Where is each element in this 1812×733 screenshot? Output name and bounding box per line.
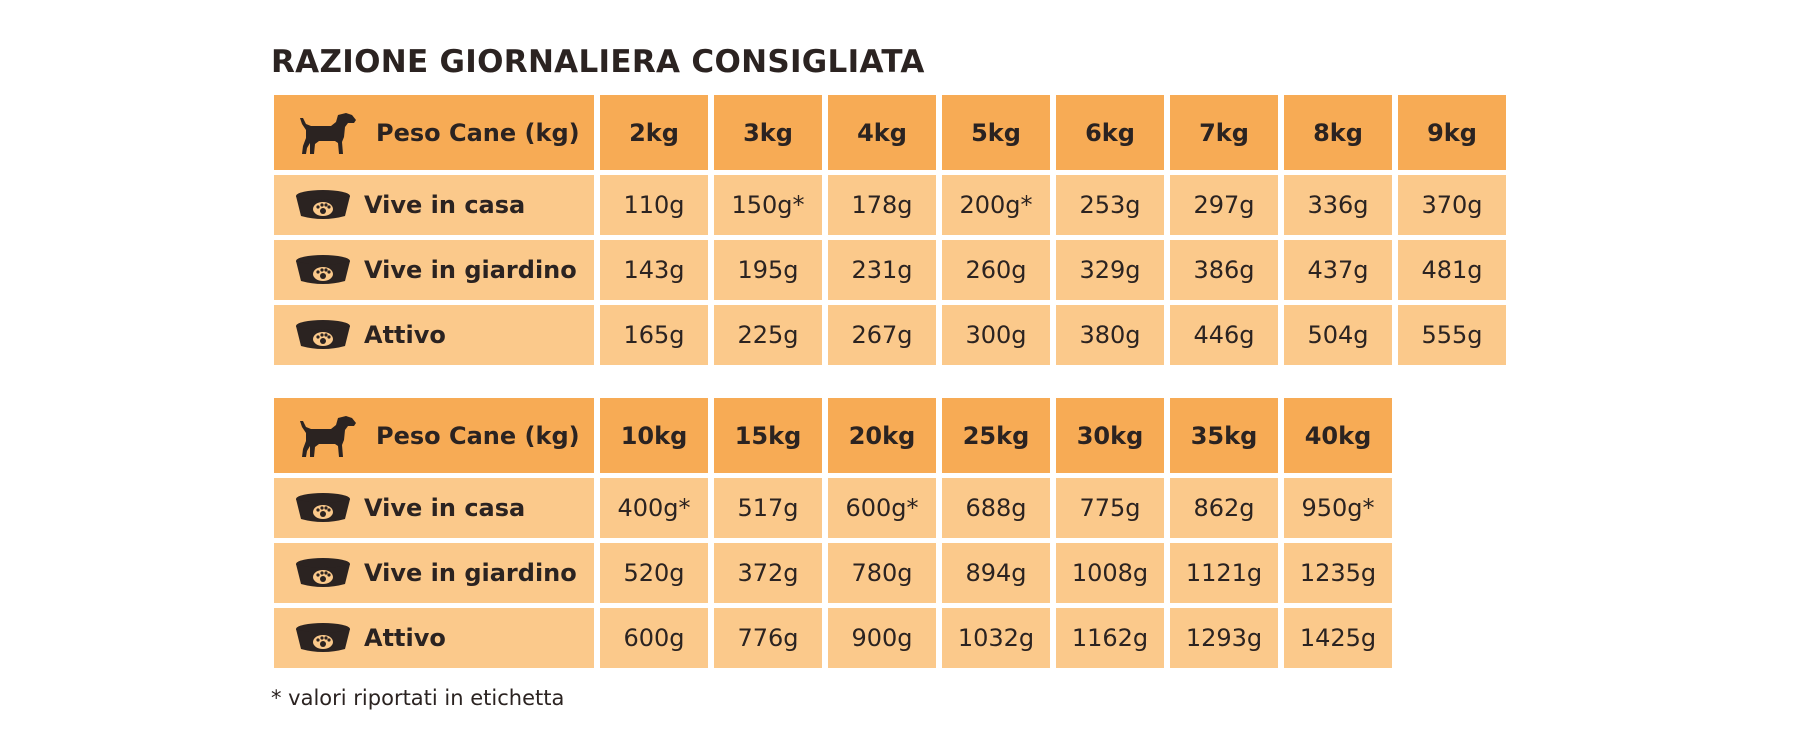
title: RAZIONE GIORNALIERA CONSIGLIATA (271, 44, 925, 80)
value-cell: 380g (1056, 305, 1164, 365)
value-cell: 336g (1284, 175, 1392, 235)
row-label: Vive in giardino (274, 240, 594, 300)
row-label: Attivo (274, 608, 594, 668)
value-cell: 225g (714, 305, 822, 365)
header-label: Peso Cane (kg) (274, 95, 594, 170)
value-cell: 253g (1056, 175, 1164, 235)
header-label-text: Peso Cane (kg) (376, 421, 580, 450)
bowl-icon (296, 255, 350, 284)
row-label-text: Vive in giardino (364, 559, 577, 587)
value-cell: 200g* (942, 175, 1050, 235)
row-label: Vive in casa (274, 175, 594, 235)
value-cell: 372g (714, 543, 822, 603)
value-cell: 775g (1056, 478, 1164, 538)
bowl-icon (296, 190, 350, 219)
value-cell: 1425g (1284, 608, 1392, 668)
value-cell: 776g (714, 608, 822, 668)
value-cell: 400g* (600, 478, 708, 538)
value-cell: 520g (600, 543, 708, 603)
bowl-icon (296, 320, 350, 349)
value-cell: 950g* (1284, 478, 1392, 538)
value-cell: 446g (1170, 305, 1278, 365)
value-cell: 437g (1284, 240, 1392, 300)
value-cell: 300g (942, 305, 1050, 365)
empty (1398, 608, 1506, 668)
empty (1398, 398, 1506, 473)
value-cell: 178g (828, 175, 936, 235)
header-cell: 25kg (942, 398, 1050, 473)
empty (1398, 543, 1506, 603)
header-cell: 40kg (1284, 398, 1392, 473)
value-cell: 1235g (1284, 543, 1392, 603)
header-cell: 30kg (1056, 398, 1164, 473)
value-cell: 110g (600, 175, 708, 235)
header-cell: 15kg (714, 398, 822, 473)
value-cell: 386g (1170, 240, 1278, 300)
value-cell: 504g (1284, 305, 1392, 365)
dog-icon (300, 415, 356, 457)
header-cell: 3kg (714, 95, 822, 170)
row-label-text: Vive in casa (364, 494, 526, 522)
row-label: Vive in casa (274, 478, 594, 538)
row-label: Vive in giardino (274, 543, 594, 603)
value-cell: 329g (1056, 240, 1164, 300)
table: Peso Cane (kg) 10kg 15kg 20kg 25kg 30kg 35kg 40… (274, 398, 1506, 668)
bowl-icon (296, 623, 350, 652)
empty (1398, 478, 1506, 538)
value-cell: 1162g (1056, 608, 1164, 668)
row-label-text: Vive in casa (364, 191, 526, 219)
header-label: Peso Cane (kg) (274, 398, 594, 473)
row-label-text: Attivo (364, 321, 446, 349)
header-cell: 7kg (1170, 95, 1278, 170)
value-cell: 195g (714, 240, 822, 300)
value-cell: 1032g (942, 608, 1050, 668)
header-cell: 20kg (828, 398, 936, 473)
header-cell: 5kg (942, 95, 1050, 170)
value-cell: 600g* (828, 478, 936, 538)
table: Peso Cane (kg) 2kg 3kg 4kg 5kg 6kg 7kg 8kg 9kg Vi… (274, 95, 1506, 365)
value-cell: 600g (600, 608, 708, 668)
value-cell: 900g (828, 608, 936, 668)
value-cell: 481g (1398, 240, 1506, 300)
value-cell: 894g (942, 543, 1050, 603)
value-cell: 688g (942, 478, 1050, 538)
header-cell: 4kg (828, 95, 936, 170)
value-cell: 1008g (1056, 543, 1164, 603)
value-cell: 862g (1170, 478, 1278, 538)
header-cell: 9kg (1398, 95, 1506, 170)
row-label-text: Vive in giardino (364, 256, 577, 284)
bowl-icon (296, 558, 350, 587)
row-label-text: Attivo (364, 624, 446, 652)
value-cell: 1121g (1170, 543, 1278, 603)
value-cell: 555g (1398, 305, 1506, 365)
value-cell: 267g (828, 305, 936, 365)
header-cell: 10kg (600, 398, 708, 473)
value-cell: 517g (714, 478, 822, 538)
header-cell: 35kg (1170, 398, 1278, 473)
row-label: Attivo (274, 305, 594, 365)
header-cell: 2kg (600, 95, 708, 170)
header-label-text: Peso Cane (kg) (376, 118, 580, 147)
value-cell: 165g (600, 305, 708, 365)
value-cell: 297g (1170, 175, 1278, 235)
header-cell: 8kg (1284, 95, 1392, 170)
value-cell: 370g (1398, 175, 1506, 235)
dog-icon (300, 112, 356, 154)
header-cell: 6kg (1056, 95, 1164, 170)
value-cell: 150g* (714, 175, 822, 235)
value-cell: 780g (828, 543, 936, 603)
value-cell: 1293g (1170, 608, 1278, 668)
footnote: * valori riportati in etichetta (271, 686, 565, 710)
value-cell: 143g (600, 240, 708, 300)
value-cell: 260g (942, 240, 1050, 300)
value-cell: 231g (828, 240, 936, 300)
bowl-icon (296, 493, 350, 522)
